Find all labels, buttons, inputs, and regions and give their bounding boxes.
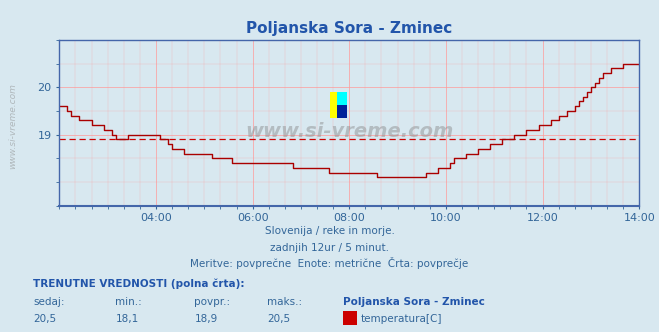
Bar xyxy=(337,105,347,118)
Text: zadnjih 12ur / 5 minut.: zadnjih 12ur / 5 minut. xyxy=(270,243,389,253)
Text: 20,5: 20,5 xyxy=(267,314,290,324)
Text: povpr.:: povpr.: xyxy=(194,297,231,307)
Text: www.si-vreme.com: www.si-vreme.com xyxy=(8,83,17,169)
Text: www.si-vreme.com: www.si-vreme.com xyxy=(245,122,453,141)
Text: TRENUTNE VREDNOSTI (polna črta):: TRENUTNE VREDNOSTI (polna črta): xyxy=(33,279,244,289)
Text: min.:: min.: xyxy=(115,297,142,307)
Text: 20,5: 20,5 xyxy=(33,314,56,324)
Bar xyxy=(337,92,347,105)
Bar xyxy=(330,92,337,118)
Title: Poljanska Sora - Zminec: Poljanska Sora - Zminec xyxy=(246,21,452,36)
Text: 18,1: 18,1 xyxy=(115,314,138,324)
Text: maks.:: maks.: xyxy=(267,297,302,307)
Text: Poljanska Sora - Zminec: Poljanska Sora - Zminec xyxy=(343,297,484,307)
Text: Meritve: povprečne  Enote: metrične  Črta: povprečje: Meritve: povprečne Enote: metrične Črta:… xyxy=(190,257,469,269)
Text: Slovenija / reke in morje.: Slovenija / reke in morje. xyxy=(264,226,395,236)
Text: temperatura[C]: temperatura[C] xyxy=(361,314,443,324)
Text: 18,9: 18,9 xyxy=(194,314,217,324)
Text: sedaj:: sedaj: xyxy=(33,297,65,307)
